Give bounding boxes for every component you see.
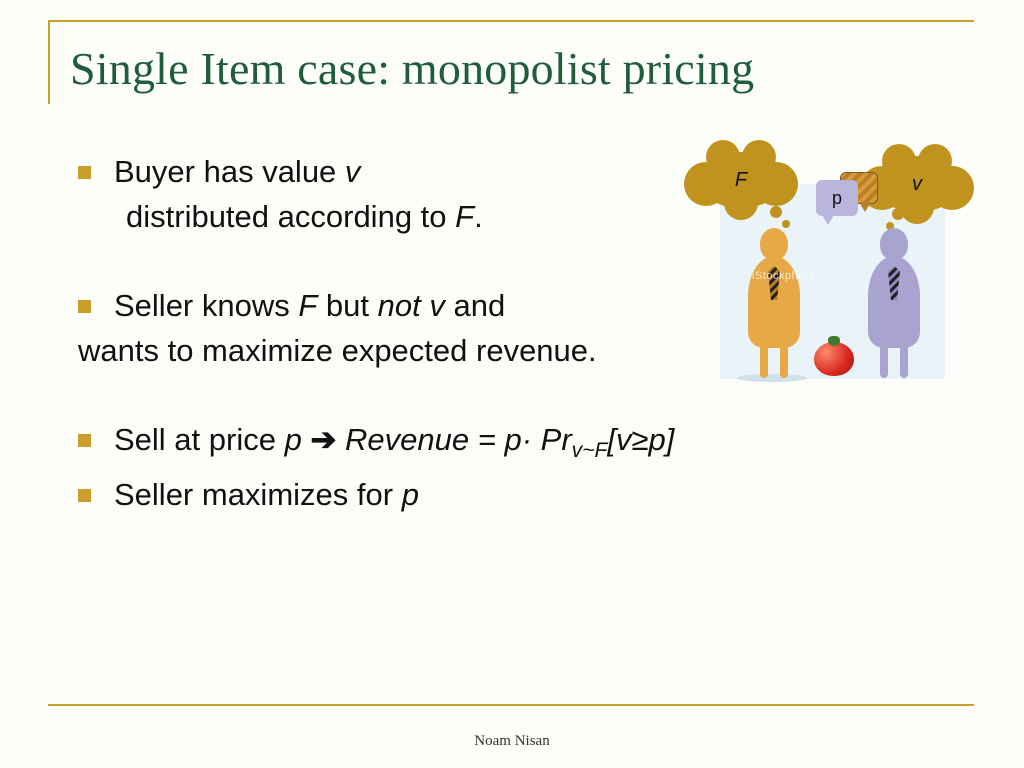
- cloud-right-label: v: [874, 156, 960, 212]
- seller-figure: [742, 228, 806, 378]
- left-border-rule: [48, 20, 50, 104]
- var-p: p: [285, 422, 302, 457]
- slide-title: Single Item case: monopolist pricing: [52, 20, 972, 95]
- tomato-icon: [814, 342, 854, 376]
- bullet-4-pre: Seller maximizes for: [114, 477, 402, 512]
- cloud-left-label: F: [698, 152, 784, 208]
- cloud-tail-icon: [782, 220, 790, 228]
- pr-tail: [v≥p]: [607, 422, 674, 457]
- bullet-2-pre: Seller knows: [114, 288, 298, 323]
- dot: ·: [522, 422, 532, 457]
- bullet-2-post: and: [445, 288, 505, 323]
- pr: Pr: [532, 422, 572, 457]
- bullet-square-icon: [78, 434, 91, 447]
- var-F-2: F: [298, 288, 317, 323]
- bullet-1b-post: .: [474, 199, 483, 234]
- bullet-1-text: Buyer has value: [114, 154, 345, 189]
- arrow-icon: ➔: [302, 422, 345, 457]
- bullet-3-pre: Sell at price: [114, 422, 285, 457]
- footer-author: Noam Nisan: [0, 733, 1024, 750]
- bullet-4: Seller maximizes for p: [78, 473, 962, 518]
- slide: Single Item case: monopolist pricing Buy…: [0, 0, 1024, 768]
- illustration: F v p iStockphoto: [692, 150, 952, 380]
- var-F: F: [455, 199, 474, 234]
- bullet-square-icon: [78, 489, 91, 502]
- revenue-eq: Revenue = p: [345, 422, 522, 457]
- bullet-3: Sell at price p ➔ Revenue = p· Prv~F[v≥p…: [78, 418, 962, 467]
- top-border-rule: [48, 20, 974, 22]
- pr-subscript: v~F: [572, 439, 608, 462]
- bullet-2-mid: but: [317, 288, 377, 323]
- stock-watermark: iStockphoto: [752, 270, 815, 282]
- bullet-square-icon: [78, 300, 91, 313]
- buyer-figure: [862, 228, 926, 378]
- bullet-2b: wants to maximize expected revenue.: [78, 333, 597, 368]
- speech-label: p: [816, 180, 858, 216]
- thought-cloud-right: v: [874, 156, 960, 212]
- bullet-1b-pre: distributed according to: [126, 199, 455, 234]
- thought-cloud-left: F: [698, 152, 784, 208]
- speech-bubble-p: p: [816, 180, 858, 216]
- bottom-border-rule: [48, 704, 974, 706]
- bullet-square-icon: [78, 166, 91, 179]
- var-p-2: p: [402, 477, 419, 512]
- var-v: v: [345, 154, 361, 189]
- not-v: not v: [378, 288, 445, 323]
